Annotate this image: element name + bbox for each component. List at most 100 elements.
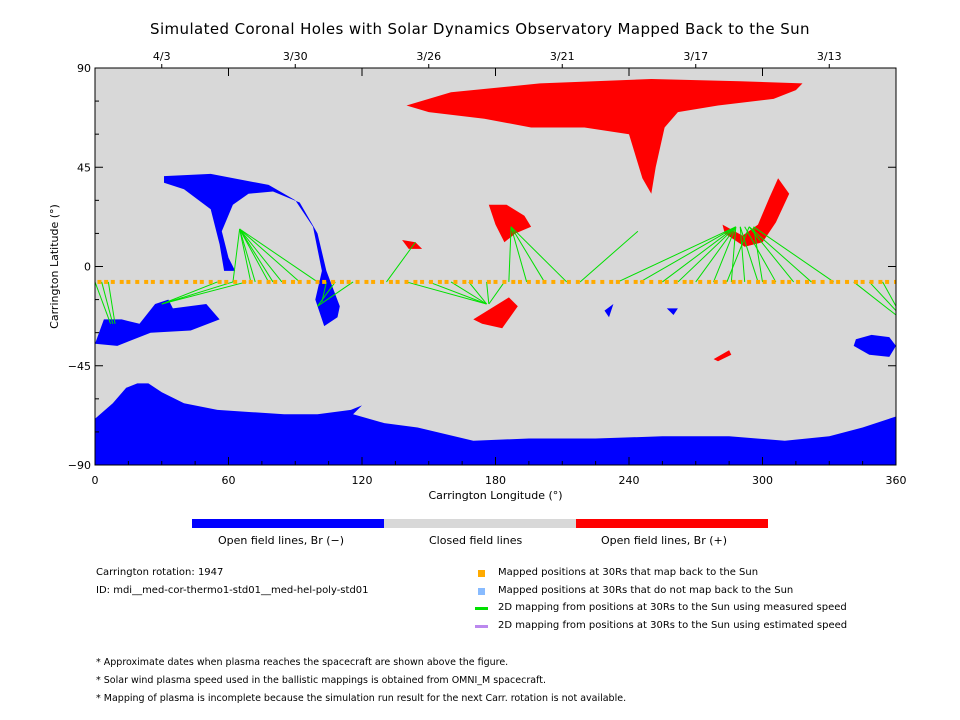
mapped-point-51 [511,279,516,284]
coronal-hole-positive-7 [488,204,532,243]
mapping-line-26 [510,226,545,283]
mapped-point-30 [339,279,344,284]
mapped-point-50 [502,279,507,284]
mapping-line-30 [639,226,737,283]
date-label-1: 3/30 [283,50,308,63]
mapped-label: Mapped positions at 30Rs that map back t… [498,567,759,578]
mapping-line-29 [617,226,737,283]
mapping-line-24 [508,226,512,282]
mapped-point-95 [869,279,874,284]
coronal-hole-positive-10 [402,240,423,249]
coronal-hole-negative-4 [604,304,614,318]
mapped-point-2 [110,279,115,284]
x-axis-label: Carrington Longitude (°) [428,489,562,502]
mapped-point-38 [404,279,409,284]
mapping-line-11 [239,228,318,283]
mapped-point-49 [493,279,498,284]
coronal-hole-positive-9 [473,297,518,329]
mapped-point-70 [664,279,669,284]
x-tick-label-2: 120 [352,474,373,487]
mapping-line-12 [239,228,256,283]
mapped-point-71 [673,279,678,284]
mapped-point-36 [388,279,393,284]
mapped-point-61 [591,279,596,284]
mapping-line-35 [730,226,737,282]
mapping-line-27 [510,226,568,283]
mapping-line-42 [753,226,763,283]
mapping-line-14 [317,281,336,307]
coronal-hole-negative-3 [853,334,896,357]
measured-label: 2D mapping from positions at 30Rs to the… [498,602,847,613]
mapped-point-16 [224,279,229,284]
legend-bar-positive [576,519,768,528]
mapping-line-16 [321,281,327,302]
mapped-point-56 [551,279,556,284]
mapping-line-33 [695,226,737,283]
mapped-point-14 [208,279,213,284]
mapped-point-0 [97,279,102,284]
mapped-point-94 [860,279,865,284]
mapped-point-31 [346,279,351,284]
mapped-point-46 [469,279,474,284]
carrington-rotation: Carrington rotation: 1947 [96,567,224,578]
x-tick-label-0: 0 [92,474,99,487]
mapping-line-28 [579,230,639,283]
mapped-point-18 [242,279,247,284]
mapped-point-9 [168,279,173,284]
legend-label-closed: Closed field lines [429,534,523,547]
mapped-point-6 [144,279,149,284]
mapping-line-6 [232,228,241,283]
mapping-line-4 [161,281,234,305]
mapped-point-65 [624,279,629,284]
mapped-point-74 [698,279,703,284]
mapped-point-55 [542,279,547,284]
mapped-point-40 [420,279,425,284]
mapped-point-98 [894,279,896,284]
mapped-point-20 [257,279,262,284]
mapped-point-54 [535,279,540,284]
x-tick-label-6: 360 [886,474,907,487]
mapped-point-48 [486,279,491,284]
chart-title: Simulated Coronal Holes with Solar Dynam… [150,20,810,38]
mapped-point-66 [633,279,638,284]
coronal-hole-negative-0 [95,383,896,465]
mapped-point-26 [306,279,311,284]
mapped-point-25 [297,279,302,284]
mapped-point-60 [584,279,589,284]
mapped-point-89 [820,279,825,284]
mapped-point-53 [526,279,531,284]
y-tick-label-2: 0 [84,261,91,274]
mapping-line-1 [101,281,114,324]
mapped-point-12 [193,279,198,284]
not-mapped-symbol [478,588,485,595]
x-tick-label-1: 60 [222,474,236,487]
mapped-point-27 [315,279,320,284]
mapping-line-40 [748,226,812,283]
mapping-line-38 [744,226,777,283]
mapped-point-10 [175,279,180,284]
mapped-point-73 [689,279,694,284]
mapped-point-93 [853,279,858,284]
mapped-point-19 [248,279,253,284]
x-tick-label-5: 300 [752,474,773,487]
mapped-point-4 [126,279,131,284]
mapped-point-90 [829,279,834,284]
mapping-line-2 [107,281,116,324]
mapped-point-82 [762,279,767,284]
mapped-point-24 [291,279,296,284]
mapped-point-79 [738,279,743,284]
mapped-point-57 [560,279,565,284]
run-id: ID: mdi__med-cor-thermo1-std01__med-hel-… [96,585,369,596]
mapped-point-83 [771,279,776,284]
mapping-line-43 [726,226,750,283]
measured-line-symbol [475,607,488,610]
mapped-point-52 [517,279,522,284]
mapped-point-7 [150,279,155,284]
legend-bar-negative [192,519,384,528]
mapped-point-32 [355,279,360,284]
mapping-line-0 [95,281,112,325]
date-label-2: 3/26 [416,50,441,63]
y-tick-label-4: −90 [68,459,91,472]
mapped-point-47 [477,279,482,284]
mapping-line-10 [239,228,301,283]
